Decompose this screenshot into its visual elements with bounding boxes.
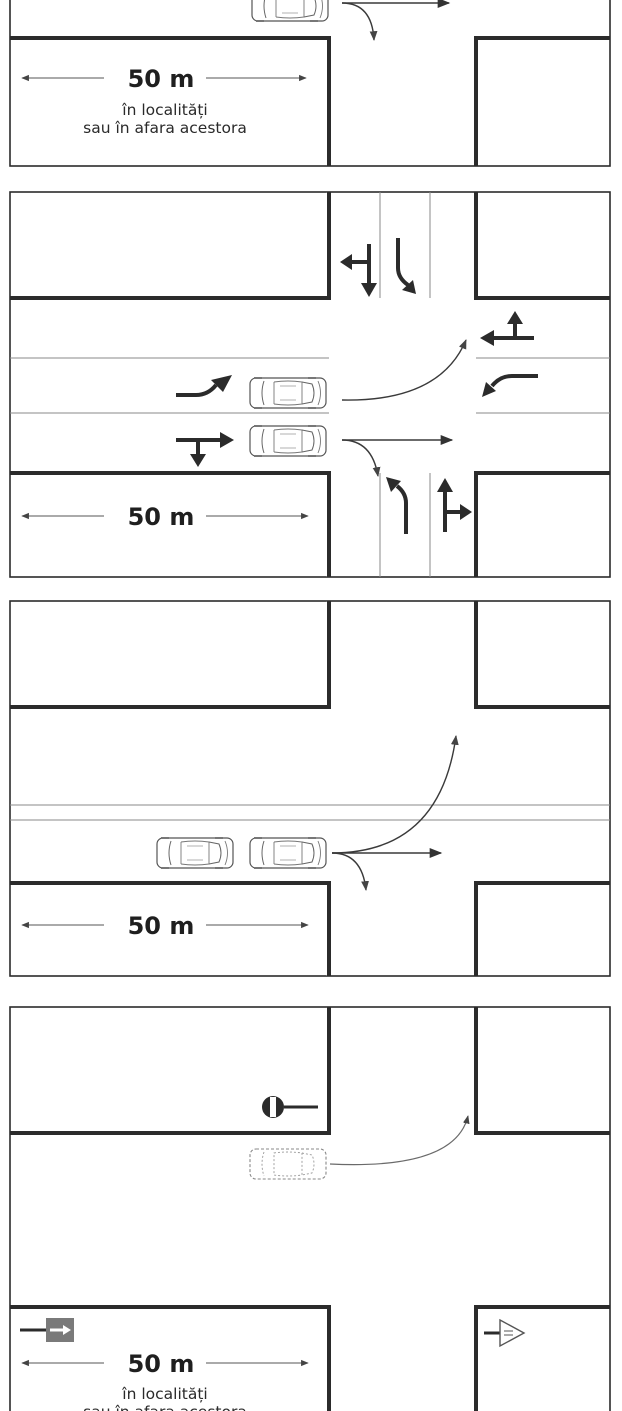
panel-4-block-bottom-left (10, 1305, 331, 1411)
lane-arrow-icon (482, 374, 538, 397)
trajectory-left-turn (329, 1115, 470, 1166)
trajectory-right-turn (331, 852, 369, 891)
distance-label: 50 m (128, 1350, 195, 1378)
car-icon (249, 1148, 327, 1180)
trajectory-right-turn (341, 2, 378, 41)
caption-line-2: sau în afara acestora (83, 119, 247, 137)
panel-3: 50 m (9, 600, 611, 977)
panel-3-block-bottom-left (10, 881, 331, 976)
panel-4-block-top-left (10, 1007, 331, 1135)
lane-arrow-icon (396, 238, 416, 294)
panel-1-block-bottom-right (474, 36, 610, 166)
panel-3-block-top-right (474, 601, 610, 709)
car-icon (249, 424, 327, 458)
panel-3-block-bottom-right (474, 881, 610, 976)
car-icon (251, 0, 329, 23)
car-icon (249, 376, 327, 410)
lane-arrow-icon (176, 375, 232, 397)
panel-4-block-top-right (474, 1007, 610, 1135)
trajectory-left-turn (331, 735, 459, 854)
lane-arrow-icon (176, 432, 234, 467)
caption-line-1: în localități (121, 101, 207, 119)
panel-1-block-bottom-left (10, 36, 331, 166)
distance-label: 50 m (128, 912, 195, 940)
panel-2-block-top-right (474, 192, 610, 300)
caption-line-2: sau în afara acestora (83, 1403, 247, 1411)
panel-2-block-bottom-right (474, 471, 610, 577)
trajectory-left-turn (341, 339, 467, 401)
panel-1: 50 m în localități sau în afara acestora (9, 0, 611, 167)
lane-arrow-icon (386, 477, 408, 534)
panel-3-block-top-left (10, 601, 331, 709)
lane-arrow-icon (480, 311, 534, 346)
car-icon (249, 836, 327, 870)
distance-label: 50 m (128, 503, 195, 531)
panel-2: 50 m (9, 191, 611, 578)
panel-4: 50 m în localități sau în afara acestora (9, 1006, 611, 1411)
distance-label: 50 m (128, 65, 195, 93)
lane-arrow-icon (437, 478, 472, 532)
caption-line-1: în localități (121, 1385, 207, 1403)
lane-arrow-icon (340, 244, 377, 297)
trajectory-right-turn (341, 439, 381, 477)
priority-road-sign-icon (484, 1318, 526, 1348)
panel-2-block-bottom-left (10, 471, 331, 577)
no-entry-sign-icon (262, 1096, 318, 1118)
direction-sign-icon (20, 1318, 74, 1342)
panel-2-block-top-left (10, 192, 331, 300)
car-icon (156, 836, 234, 870)
